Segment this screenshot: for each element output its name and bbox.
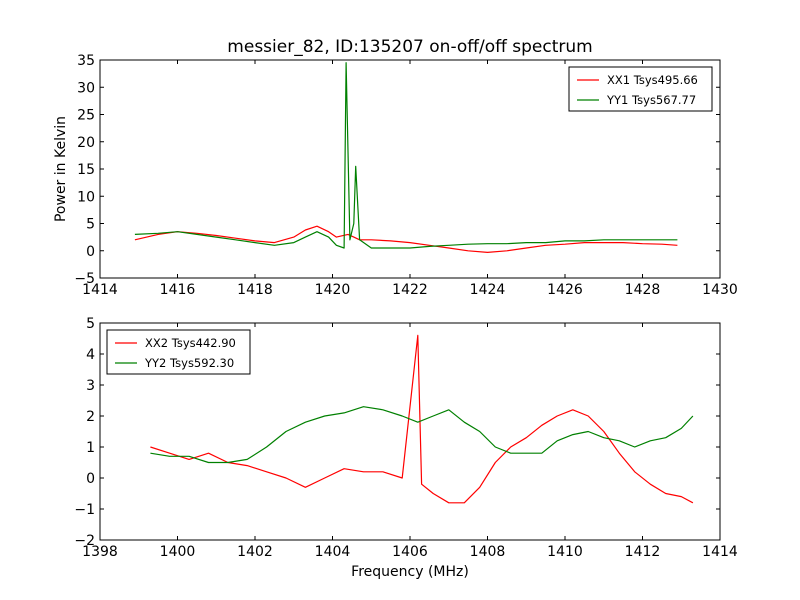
y-tick-label: 30 [77, 80, 95, 96]
y-tick-label: −2 [74, 533, 95, 549]
y-tick-label: 1 [86, 440, 95, 456]
y-tick-label: 5 [86, 316, 95, 332]
bottom-chart-panel: 1398 1400 1402 1404 1406 1408 1410 1412 1414−2−1… [74, 316, 738, 580]
y-tick-label: 0 [86, 471, 95, 487]
y-tick-label: 35 [77, 53, 95, 69]
x-tick-label: 1400 [160, 544, 196, 560]
y-tick-label: 3 [86, 378, 95, 394]
legend-box [106, 329, 251, 375]
y-tick-label: 5 [86, 217, 95, 233]
series-line-xx1 [134, 225, 678, 253]
chart-title: messier_82, ID:135207 on-off/off spectru… [227, 37, 592, 57]
x-tick-label: 1406 [392, 544, 428, 560]
top-chart-panel: 1414 1416 1418 1420 1422 1424 1426 1428 1430 −5 0 5… [53, 37, 738, 298]
x-tick-label: 1418 [237, 282, 273, 298]
x-tick-label: 1398 [82, 544, 118, 560]
y-tick-label: 4 [86, 347, 95, 363]
y-tick-label: −5 [74, 271, 95, 287]
x-tick-label: 1424 [470, 282, 506, 298]
legend-entry-label: YY2 Tsys592.30 [144, 356, 234, 370]
legend: XX1 Tsys495.66 YY1 Tsys567.77 [568, 66, 713, 112]
y-tick-label: 0 [86, 244, 95, 260]
x-tick-label: 1420 [315, 282, 351, 298]
legend-entry-label: XX2 Tsys442.90 [145, 336, 236, 350]
x-tick-label: 1408 [470, 544, 506, 560]
x-tick-label: 1410 [547, 544, 583, 560]
x-tick-label: 1414 [702, 544, 738, 560]
y-tick-label: 25 [77, 108, 95, 124]
legend-box [568, 66, 713, 112]
x-tick-label: 1422 [392, 282, 428, 298]
y-tick-label: 2 [86, 409, 95, 425]
x-tick-label: 1412 [625, 544, 661, 560]
legend: XX2 Tsys442.90 YY2 Tsys592.30 [106, 329, 251, 375]
x-tick-label: 1402 [237, 544, 273, 560]
y-tick-label: 20 [77, 135, 95, 151]
series-line-xx2 [150, 334, 694, 504]
y-tick-label: −1 [74, 502, 95, 518]
legend-entry-label: XX1 Tsys495.66 [607, 73, 698, 87]
y-tick-label: 10 [77, 189, 95, 205]
x-tick-label: 1428 [625, 282, 661, 298]
x-axis-label: Frequency (MHz) [351, 564, 469, 580]
x-tick-label: 1430 [702, 282, 738, 298]
x-tick-label: 1426 [547, 282, 583, 298]
y-axis-label: Power in Kelvin [53, 116, 69, 222]
x-tick-label: 1416 [160, 282, 196, 298]
series-line-yy1 [134, 62, 678, 249]
legend-entry-label: YY1 Tsys567.77 [606, 93, 696, 107]
series-line-yy2 [150, 406, 694, 464]
x-tick-label: 1404 [315, 544, 351, 560]
x-tick-label: 1414 [82, 282, 118, 298]
y-tick-label: 15 [77, 162, 95, 178]
